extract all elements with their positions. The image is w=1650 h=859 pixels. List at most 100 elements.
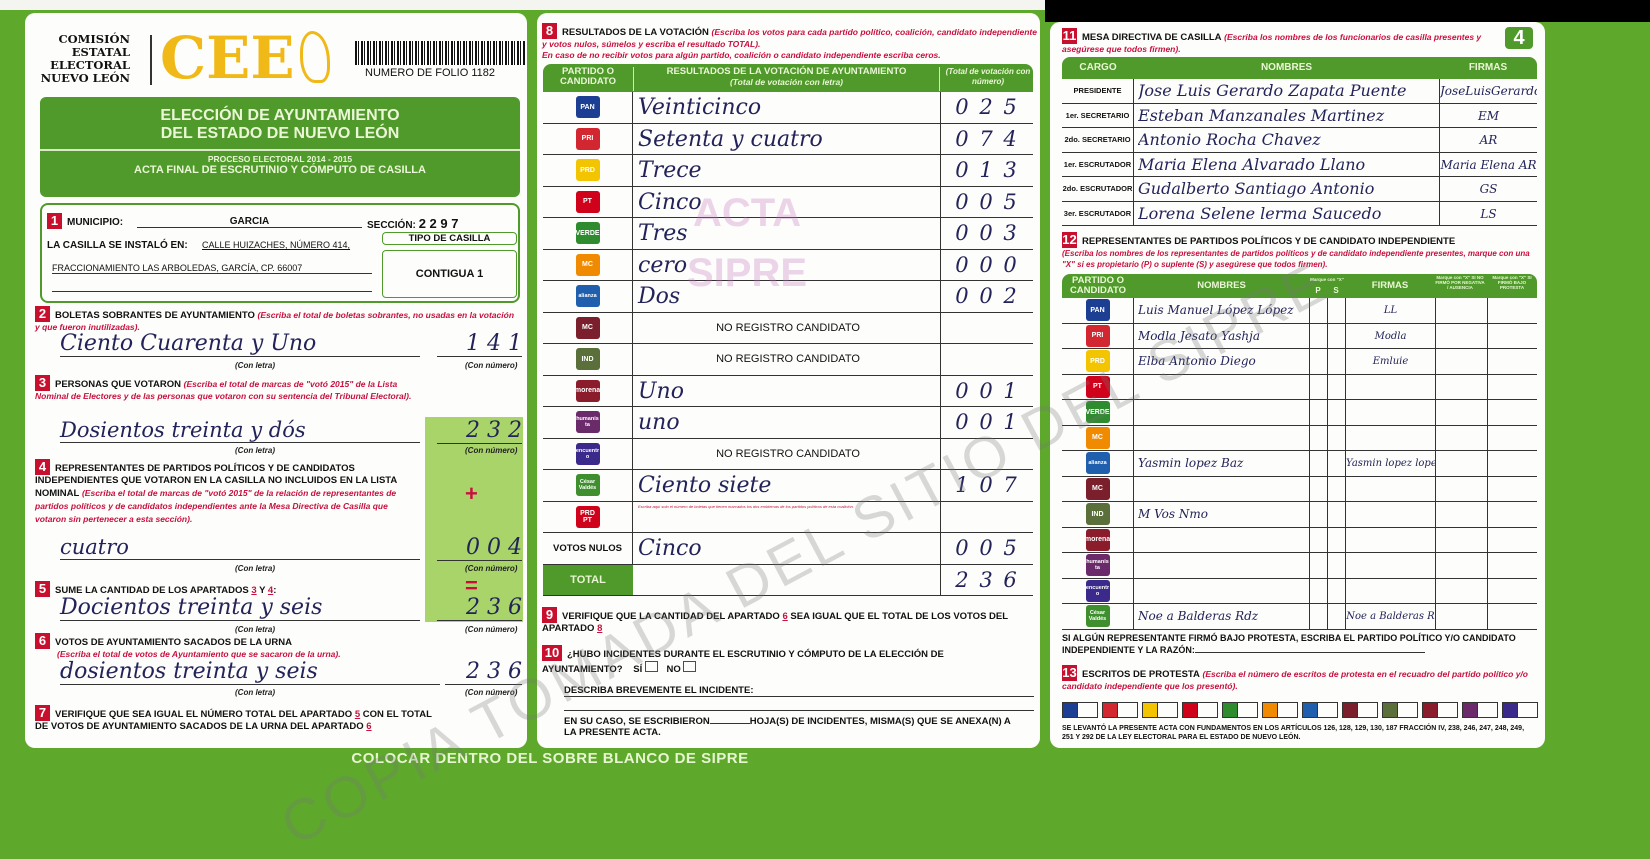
protest-count-field[interactable] <box>1197 703 1217 717</box>
votes-number[interactable]: 0 0 5 <box>940 533 1033 564</box>
negativa-checkbox[interactable] <box>1435 604 1487 629</box>
official-name[interactable]: Jose Luis Gerardo Zapata Puente <box>1138 81 1407 100</box>
protesta-checkbox[interactable] <box>1487 374 1537 399</box>
votes-words[interactable]: cero <box>638 252 688 278</box>
protest-count-field[interactable] <box>1157 703 1177 717</box>
official-signature[interactable]: AR <box>1439 128 1537 152</box>
propietario-checkbox[interactable] <box>1309 374 1327 399</box>
votes-number[interactable]: 0 7 4 <box>940 123 1033 154</box>
protest-count-field[interactable] <box>1397 703 1417 717</box>
protesta-checkbox[interactable] <box>1487 553 1537 578</box>
official-signature[interactable]: EM <box>1439 103 1537 127</box>
negativa-checkbox[interactable] <box>1435 476 1487 501</box>
suplente-checkbox[interactable] <box>1327 578 1345 603</box>
votes-words[interactable]: Veinticinco <box>638 95 762 120</box>
votes-number[interactable] <box>940 344 1033 375</box>
votes-number[interactable]: 0 1 3 <box>940 155 1033 186</box>
suplente-checkbox[interactable] <box>1327 298 1345 323</box>
propietario-checkbox[interactable] <box>1309 349 1327 374</box>
rep-signature[interactable]: Yasmin lopez lopez <box>1345 451 1435 476</box>
propietario-checkbox[interactable] <box>1309 298 1327 323</box>
suplente-checkbox[interactable] <box>1327 604 1345 629</box>
negativa-checkbox[interactable] <box>1435 578 1487 603</box>
propietario-checkbox[interactable] <box>1309 400 1327 425</box>
votes-number[interactable]: 0 0 1 <box>940 407 1033 438</box>
incident-description-field[interactable]: DESCRIBA BREVEMENTE EL INCIDENTE: <box>564 685 1034 697</box>
official-name[interactable]: Gudalberto Santiago Antonio <box>1138 179 1375 198</box>
protesta-checkbox[interactable] <box>1487 298 1537 323</box>
votes-number[interactable]: 0 0 1 <box>940 375 1033 406</box>
rep-name[interactable]: Elba Antonio Diego <box>1138 354 1256 368</box>
votes-words[interactable]: Cinco <box>638 189 702 215</box>
votes-number[interactable]: 0 0 2 <box>940 281 1033 312</box>
protest-reason-field[interactable] <box>1194 652 1425 653</box>
suplente-checkbox[interactable] <box>1327 553 1345 578</box>
propietario-checkbox[interactable] <box>1309 553 1327 578</box>
negativa-checkbox[interactable] <box>1435 298 1487 323</box>
protesta-checkbox[interactable] <box>1487 502 1537 527</box>
votes-words[interactable]: uno <box>638 410 680 435</box>
negativa-checkbox[interactable] <box>1435 451 1487 476</box>
negativa-checkbox[interactable] <box>1435 553 1487 578</box>
suplente-checkbox[interactable] <box>1327 502 1345 527</box>
votes-words[interactable]: Cinco <box>638 536 702 561</box>
protesta-checkbox[interactable] <box>1487 604 1537 629</box>
negativa-checkbox[interactable] <box>1435 374 1487 399</box>
official-signature[interactable]: GS <box>1439 177 1537 201</box>
protest-count-field[interactable] <box>1317 703 1337 717</box>
votes-number[interactable]: 0 0 5 <box>940 186 1033 217</box>
negativa-checkbox[interactable] <box>1435 323 1487 348</box>
rep-signature[interactable] <box>1345 527 1435 552</box>
suplente-checkbox[interactable] <box>1327 451 1345 476</box>
official-signature[interactable]: LS <box>1439 201 1537 225</box>
rep-signature[interactable] <box>1345 476 1435 501</box>
propietario-checkbox[interactable] <box>1309 578 1327 603</box>
protesta-checkbox[interactable] <box>1487 476 1537 501</box>
protesta-checkbox[interactable] <box>1487 578 1537 603</box>
propietario-checkbox[interactable] <box>1309 323 1327 348</box>
no-checkbox[interactable] <box>683 661 697 672</box>
votes-number[interactable]: 0 2 5 <box>940 92 1033 123</box>
rep-signature[interactable] <box>1345 553 1435 578</box>
protesta-checkbox[interactable] <box>1487 425 1537 450</box>
votes-number[interactable] <box>940 501 1033 532</box>
rep-signature[interactable] <box>1345 425 1435 450</box>
rep-signature[interactable] <box>1345 502 1435 527</box>
votes-number[interactable]: 1 0 7 <box>940 470 1033 501</box>
rep-name[interactable]: Noe a Balderas Rdz <box>1138 609 1259 623</box>
rep-signature[interactable] <box>1345 374 1435 399</box>
protesta-checkbox[interactable] <box>1487 323 1537 348</box>
rep-name[interactable]: Modla Jesato Yashja <box>1138 328 1260 343</box>
protesta-checkbox[interactable] <box>1487 527 1537 552</box>
rep-name[interactable]: M Vos Nmo <box>1138 507 1208 521</box>
propietario-checkbox[interactable] <box>1309 604 1327 629</box>
si-checkbox[interactable] <box>644 661 658 672</box>
negativa-checkbox[interactable] <box>1435 502 1487 527</box>
official-signature[interactable]: Maria Elena AR <box>1439 152 1537 176</box>
propietario-checkbox[interactable] <box>1309 476 1327 501</box>
rep-name[interactable]: Yasmin lopez Baz <box>1138 456 1244 470</box>
negativa-checkbox[interactable] <box>1435 400 1487 425</box>
suplente-checkbox[interactable] <box>1327 349 1345 374</box>
total-value[interactable]: 2 3 6 <box>940 564 1033 595</box>
protest-count-field[interactable] <box>1477 703 1497 717</box>
official-name[interactable]: Maria Elena Alvarado Llano <box>1138 154 1366 174</box>
suplente-checkbox[interactable] <box>1327 527 1345 552</box>
rep-signature[interactable] <box>1345 400 1435 425</box>
suplente-checkbox[interactable] <box>1327 400 1345 425</box>
votes-number[interactable]: 0 0 3 <box>940 218 1033 249</box>
propietario-checkbox[interactable] <box>1309 502 1327 527</box>
votes-words[interactable]: NO REGISTRO CANDIDATO <box>716 447 860 460</box>
official-name[interactable]: Esteban Manzanales Martinez <box>1138 105 1385 125</box>
votes-words[interactable]: NO REGISTRO CANDIDATO <box>716 321 860 334</box>
propietario-checkbox[interactable] <box>1309 425 1327 450</box>
negativa-checkbox[interactable] <box>1435 349 1487 374</box>
votes-words[interactable]: NO REGISTRO CANDIDATO <box>716 353 860 365</box>
propietario-checkbox[interactable] <box>1309 527 1327 552</box>
votes-number[interactable]: 0 0 0 <box>940 249 1033 280</box>
protest-count-field[interactable] <box>1357 703 1377 717</box>
rep-signature[interactable]: Noe a Balderas R <box>1345 604 1435 629</box>
incident-sheets-field[interactable] <box>709 723 750 724</box>
protesta-checkbox[interactable] <box>1487 400 1537 425</box>
votes-words[interactable]: Tres <box>638 221 688 246</box>
